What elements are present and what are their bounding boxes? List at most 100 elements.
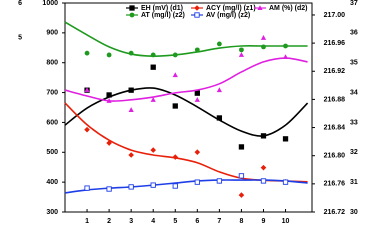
legend-marker (129, 5, 135, 11)
data-point (150, 64, 156, 70)
x-tick-label: 4 (151, 218, 155, 225)
x-tick-label: 1 (85, 218, 89, 225)
y-tick-label: 216.88 (324, 96, 346, 103)
data-point (150, 182, 156, 188)
y-tick-label: 31 (350, 179, 358, 186)
x-tick-label: 9 (262, 218, 266, 225)
data-point (194, 149, 201, 155)
legend-marker (194, 12, 200, 18)
data-point (216, 87, 222, 93)
data-point (172, 183, 178, 189)
data-point (172, 103, 178, 109)
data-point (283, 43, 288, 49)
data-point (238, 173, 245, 179)
y-tick-label: 400 (46, 179, 58, 186)
fit-line (64, 21, 308, 57)
legend-marker (257, 5, 263, 10)
data-point (238, 52, 245, 57)
data-point (128, 87, 134, 93)
data-point (260, 164, 267, 171)
y-tick-label: 217.00 (324, 12, 346, 19)
data-point (238, 192, 245, 198)
data-point (106, 92, 112, 98)
data-point (282, 54, 289, 59)
y-tick-label: 37 (350, 0, 358, 7)
data-point (106, 186, 112, 192)
y-tick-label: 32 (350, 149, 358, 156)
data-point (84, 126, 90, 133)
y-tick-label: 216.92 (324, 68, 346, 75)
data-point (128, 152, 134, 158)
fit-line (64, 179, 308, 194)
legend-label: AM (%) (d2) (269, 5, 308, 12)
data-point (128, 50, 134, 56)
y-tick-label: 216.96 (324, 40, 346, 47)
data-point (194, 47, 200, 53)
y-tick-label: 900 (46, 30, 58, 37)
x-tick-label: 2 (107, 218, 111, 225)
fit-line (64, 102, 308, 183)
data-point (216, 41, 222, 47)
y-tick-label: 5 (18, 35, 22, 42)
y-tick-label: 216.72 (324, 209, 346, 216)
y-tick-label: 33 (350, 119, 358, 126)
legend-label: AV (mg/l) (z2) (206, 12, 250, 19)
y-tick-label: 6 (18, 0, 22, 7)
data-point (260, 133, 267, 139)
x-tick-label: 6 (195, 218, 199, 225)
legend-label: ACY (mg/l) (z1) (206, 5, 256, 12)
data-point (150, 147, 157, 153)
data-point (106, 98, 112, 103)
data-point (172, 72, 178, 78)
chart: 300 400 500 600 700 800 900 1000 5 6 216.72 216.76 2… (18, 0, 358, 225)
x-tick-label: 5 (173, 218, 177, 225)
data-point (128, 184, 134, 190)
data-point (106, 52, 112, 58)
legend-label: AT (mg/l) (z2) (141, 12, 185, 19)
data-point (172, 154, 179, 160)
data-point (150, 52, 156, 58)
data-point (194, 90, 200, 96)
legend-marker (129, 12, 135, 18)
x-tick-label: 10 (282, 218, 290, 225)
data-point (84, 185, 90, 191)
y-tick-label: 500 (46, 149, 58, 156)
data-point (194, 97, 200, 102)
y-tick-label: 216.84 (324, 124, 346, 131)
x-tick-label: 8 (239, 218, 243, 225)
data-point (261, 44, 266, 50)
data-point (84, 87, 90, 93)
x-tick-label: 3 (129, 218, 133, 225)
data-point (128, 107, 134, 112)
legend-label: EH (mV) (d1) (141, 5, 183, 12)
data-point (260, 178, 267, 184)
data-point (194, 179, 200, 185)
x-tick-label: 7 (217, 218, 221, 225)
legend-marker (194, 5, 200, 11)
y-tick-label: 35 (350, 60, 358, 67)
plot-frame (64, 2, 313, 213)
y-tick-label: 216.76 (324, 181, 346, 188)
y-tick-label: 800 (46, 60, 58, 67)
data-point (239, 47, 244, 53)
y-tick-label: 600 (46, 119, 58, 126)
y-tick-label: 30 (350, 209, 358, 216)
y-tick-label: 216.80 (324, 153, 346, 160)
data-point (282, 136, 289, 142)
data-point (172, 52, 178, 58)
data-point (150, 97, 156, 102)
y-tick-label: 1000 (42, 0, 58, 7)
fit-line (64, 87, 309, 137)
data-point (216, 115, 223, 121)
y-tick-label: 300 (46, 209, 58, 216)
y-tick-label: 34 (350, 89, 358, 96)
data-point (282, 179, 289, 185)
data-point (216, 178, 223, 184)
data-point (260, 35, 267, 40)
data-point (84, 50, 90, 56)
data-point (106, 140, 112, 146)
y-tick-label: 700 (46, 89, 58, 96)
data-point (238, 144, 245, 150)
fit-line (64, 57, 308, 102)
y-tick-label: 36 (350, 30, 358, 37)
